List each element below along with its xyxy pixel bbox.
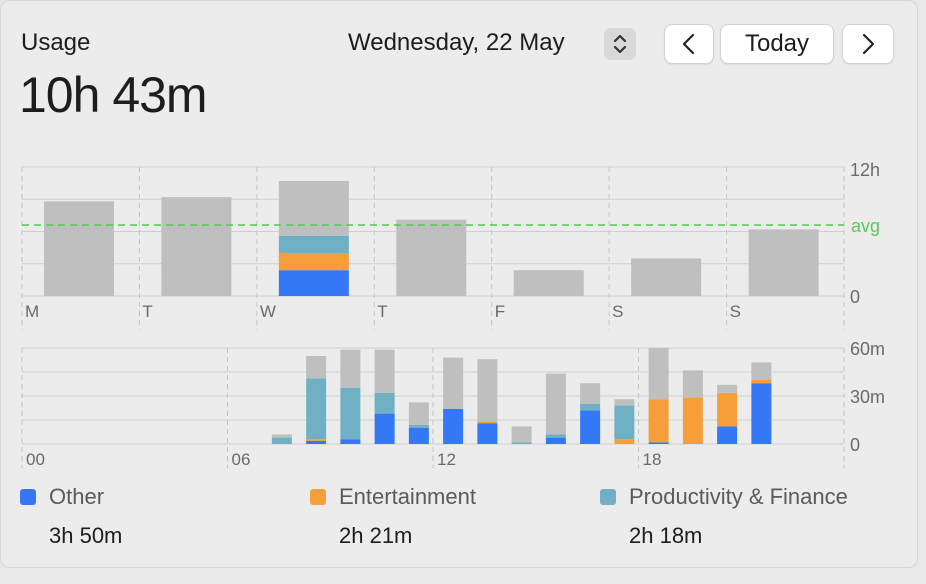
hour-bar-other [580, 410, 601, 444]
hour-bar-rest [545, 373, 566, 435]
day-tick-label: T [377, 302, 387, 321]
day-bar-rest [161, 197, 232, 296]
hour-bar-rest [580, 383, 601, 404]
up-down-chevron-icon [613, 34, 627, 54]
day-bar-rest [44, 201, 114, 296]
hour-bar-entertainment [682, 397, 703, 444]
next-day-button[interactable] [842, 24, 894, 64]
legend-swatch-other [20, 489, 36, 505]
day-tick-label: S [612, 302, 623, 321]
hour-bar-rest [614, 399, 635, 406]
average-label: avg [851, 216, 880, 236]
legend-label-entertainment: Entertainment [339, 484, 476, 509]
hour-bar-productivity [306, 378, 327, 440]
hour-bar-rest [682, 370, 703, 398]
hour-tick-label: 12 [437, 450, 456, 469]
hour-bar-productivity [408, 424, 429, 428]
legend-item-productivity: Productivity & Finance [600, 484, 848, 510]
day-bar-other [278, 270, 349, 296]
hour-bar-entertainment [614, 439, 635, 444]
hour-bar-productivity [374, 392, 395, 414]
hour-bar-rest [477, 359, 498, 422]
day-bar-productivity [278, 235, 349, 253]
hour-bar-rest [511, 426, 532, 443]
previous-day-button[interactable] [664, 24, 714, 64]
day-tick-label: F [495, 302, 505, 321]
y-tick-label: 0 [850, 287, 860, 307]
hour-bar-rest [408, 402, 429, 425]
hour-bar-entertainment [648, 399, 669, 443]
day-bar-rest [748, 229, 819, 296]
day-tick-label: T [142, 302, 152, 321]
hour-bar-productivity [340, 388, 361, 440]
hour-tick-label: 18 [643, 450, 662, 469]
hour-bar-rest [443, 357, 464, 409]
legend-value-other: 3h 50m [49, 523, 123, 548]
y-tick-label: 60m [850, 339, 885, 359]
hour-bar-rest [306, 356, 327, 379]
usage-title: Usage [21, 29, 91, 56]
total-usage: 10h 43m [19, 67, 208, 123]
hour-bar-other [477, 423, 498, 444]
hour-bar-other [648, 442, 669, 444]
y-tick-label: 0 [850, 435, 860, 455]
hour-bar-rest [751, 362, 772, 380]
day-bar-rest [278, 180, 349, 236]
hour-bar-other [443, 408, 464, 444]
hour-bar-other [408, 428, 429, 444]
y-tick-label: 30m [850, 387, 885, 407]
hour-bar-productivity [271, 437, 292, 444]
hour-bar-entertainment [751, 380, 772, 384]
legend-item-other: Other [20, 484, 104, 510]
hour-bar-productivity [511, 442, 532, 444]
day-tick-label: M [25, 302, 39, 321]
today-button[interactable]: Today [720, 24, 834, 64]
day-bar-rest [513, 270, 584, 296]
hour-tick-label: 06 [232, 450, 251, 469]
hour-bar-other [751, 383, 772, 444]
hour-bar-rest [717, 384, 738, 393]
legend-label-productivity: Productivity & Finance [629, 484, 848, 509]
legend-item-entertainment: Entertainment [310, 484, 476, 510]
chevron-left-icon [682, 33, 695, 55]
day-tick-label: W [260, 302, 276, 321]
day-bar-entertainment [278, 253, 349, 271]
day-bar-rest [631, 258, 702, 296]
hour-bar-productivity [580, 404, 601, 411]
hour-bar-other [340, 439, 361, 444]
day-tick-label: S [730, 302, 741, 321]
chevron-right-icon [862, 33, 875, 55]
legend-swatch-entertainment [310, 489, 326, 505]
hour-bar-rest [271, 434, 292, 438]
hour-bar-rest [648, 348, 669, 400]
date-label[interactable]: Wednesday, 22 May [348, 29, 565, 56]
hour-bar-other [545, 437, 566, 444]
hour-bar-other [306, 440, 327, 444]
hour-bar-productivity [545, 434, 566, 438]
legend-swatch-productivity [600, 489, 616, 505]
hour-bar-productivity [614, 405, 635, 440]
legend-value-entertainment: 2h 21m [339, 523, 413, 548]
hour-bar-entertainment [717, 392, 738, 427]
hour-bar-other [717, 426, 738, 444]
legend-label-other: Other [49, 484, 105, 509]
date-stepper[interactable] [604, 28, 636, 60]
hour-bar-rest [374, 349, 395, 393]
hour-bar-other [374, 413, 395, 444]
hour-tick-label: 00 [26, 450, 45, 469]
hour-bar-entertainment [306, 439, 327, 441]
day-bar-rest [396, 219, 467, 296]
legend-value-productivity: 2h 18m [629, 523, 703, 548]
y-tick-label: 12h [850, 160, 880, 180]
hour-bar-rest [340, 349, 361, 388]
hour-bar-entertainment [477, 421, 498, 424]
